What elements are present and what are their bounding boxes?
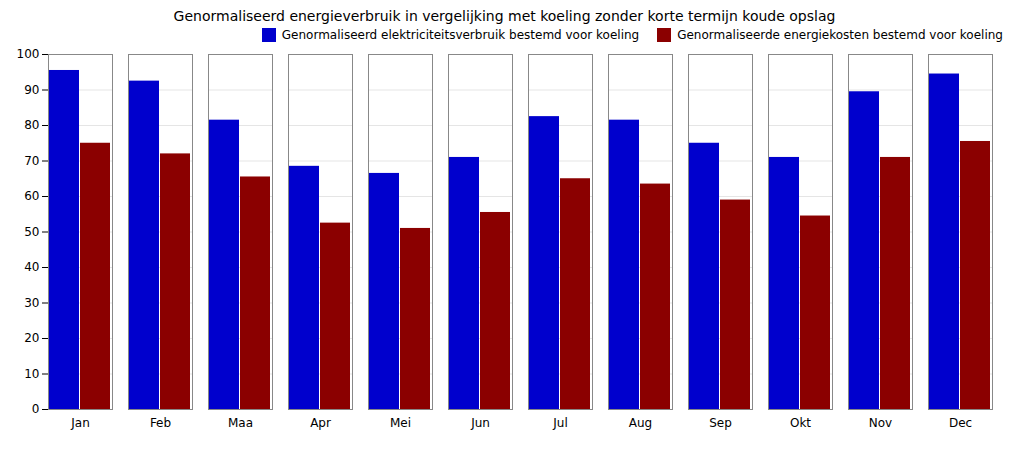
html-text:Genormaliseerd energieverbruik: Genormaliseerd energieverbruik in vergel… [173, 8, 836, 24]
svg-text:100: 100 [17, 47, 40, 61]
svg-text:20: 20 [24, 331, 39, 345]
svg-text:Apr: Apr [310, 416, 331, 430]
svg-text:40: 40 [24, 260, 39, 274]
svg-text:Mei: Mei [390, 416, 411, 430]
svg-text:Okt: Okt [790, 416, 811, 430]
svg-text:Maa: Maa [228, 416, 253, 430]
svg-text:90: 90 [24, 83, 39, 97]
svg-text:Aug: Aug [629, 416, 652, 430]
svg-text:30: 30 [24, 296, 39, 310]
svg-text:60: 60 [24, 189, 39, 203]
html-text:Genormaliseerd elektriciteitsv: Genormaliseerd elektriciteitsverbruik be… [281, 28, 640, 42]
svg-text:70: 70 [24, 154, 39, 168]
svg-text:Feb: Feb [150, 416, 171, 430]
svg-text:Sep: Sep [709, 416, 732, 430]
svg-text:80: 80 [24, 118, 39, 132]
svg-text:50: 50 [24, 225, 39, 239]
svg-text:10: 10 [24, 367, 39, 381]
svg-text:Dec: Dec [949, 416, 972, 430]
svg-text:0: 0 [32, 402, 40, 416]
html-text:Genormaliseerde energiekosten: Genormaliseerde energiekosten bestemd vo… [677, 28, 1003, 42]
svg-text:Jun: Jun [470, 416, 490, 430]
svg-text:Nov: Nov [869, 416, 892, 430]
svg-text:Jan: Jan [70, 416, 90, 430]
svg-text:Jul: Jul [552, 416, 567, 430]
